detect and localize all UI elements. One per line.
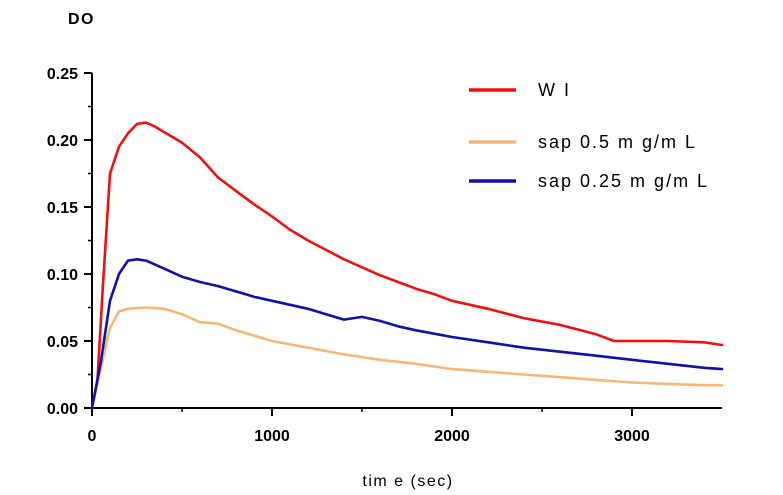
y-axis-title: DO (68, 11, 95, 28)
series-line-2 (90, 258, 724, 410)
y-tick-label: 0.25 (47, 66, 78, 83)
series-line-0 (90, 121, 724, 410)
x-tick-label: 2000 (434, 428, 470, 445)
x-tick-label: 1000 (254, 428, 290, 445)
y-tick-label: 0.15 (47, 200, 78, 217)
series-layer (90, 121, 724, 410)
axes: 0.00 0.05 0.10 0.15 0.20 0.25 0 1000 2000 3000 (47, 66, 722, 445)
legend-label-1: sap 0.5 m g/m L (538, 132, 697, 152)
legend-label-2: sap 0.25 m g/m L (538, 171, 709, 191)
legend-label-0: W I (538, 80, 571, 100)
x-tick-label: 0 (88, 428, 97, 445)
legend: W I sap 0.5 m g/m L sap 0.25 m g/m L (469, 80, 709, 191)
x-axis-title: tim e (sec) (362, 473, 453, 490)
series-line-1 (90, 306, 724, 410)
y-tick-label: 0.20 (47, 133, 78, 150)
y-tick-label: 0.05 (47, 334, 78, 351)
y-tick-label: 0.10 (47, 267, 78, 284)
y-tick-label: 0.00 (47, 401, 78, 418)
x-tick-label: 3000 (614, 428, 650, 445)
